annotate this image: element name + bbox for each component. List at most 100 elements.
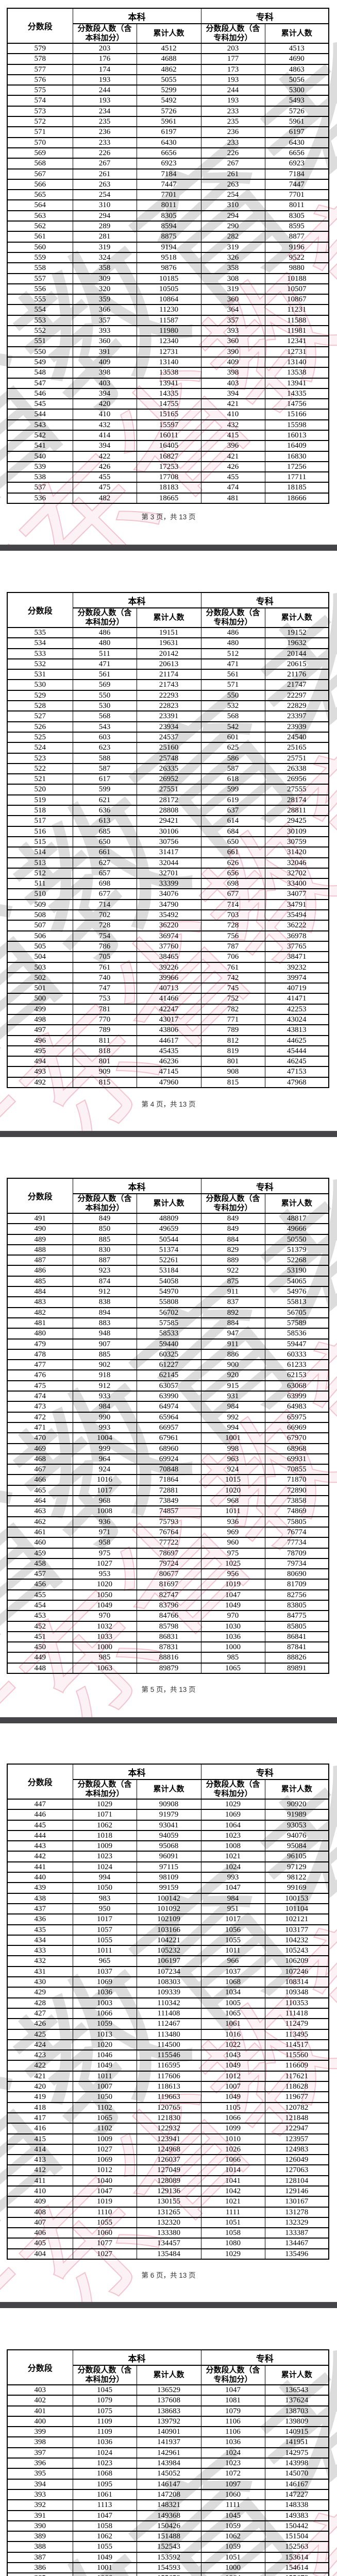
benke-cumulative-cell: 103166 xyxy=(136,1924,201,1936)
benke-cumulative-cell: 104221 xyxy=(136,1934,201,1946)
zhuanke-cumulative-cell: 54976 xyxy=(264,1286,329,1298)
zhuanke-count-cell: 410 xyxy=(200,409,265,420)
score-cell: 508 xyxy=(7,909,73,921)
benke-count-cell: 310 xyxy=(72,199,137,211)
table-row: 544 410 15165 410 15166 xyxy=(7,409,329,420)
table-row: 456 1020 81697 1019 81709 xyxy=(7,1579,329,1590)
zhuanke-cumulative-cell: 5300 xyxy=(264,84,329,96)
score-cell: 544 xyxy=(7,409,73,420)
zhuanke-count-cell: 908 xyxy=(200,1066,265,1078)
score-cell: 403 xyxy=(7,2384,73,2396)
score-cell: 495 xyxy=(7,1045,73,1057)
zhuanke-count-cell: 951 xyxy=(200,1903,265,1915)
benke-count-cell: 1023 xyxy=(72,2458,137,2469)
benke-count-cell: 753 xyxy=(72,993,137,1005)
zhuanke-count-cell: 233 xyxy=(200,105,265,117)
table-row: 523 588 25748 586 25751 xyxy=(7,752,329,764)
score-cell: 472 xyxy=(7,1411,73,1423)
zhuanke-count-cell: 1097 xyxy=(200,2478,265,2490)
score-cell: 564 xyxy=(7,199,73,211)
benke-cumulative-cell: 26952 xyxy=(136,773,201,785)
zhuanke-count-cell: 1047 xyxy=(200,1882,265,1894)
zhuanke-count-cell: 1019 xyxy=(200,1579,265,1590)
zhuanke-count-cell: 1051 xyxy=(200,2551,265,2564)
benke-cumulative-cell: 155659 xyxy=(136,2572,201,2576)
benke-count-cell: 1027 xyxy=(72,1557,137,1570)
score-cell: 510 xyxy=(7,888,73,900)
zhuanke-count-cell: 970 xyxy=(200,1610,265,1622)
zhuanke-count-cell: 1010 xyxy=(200,2133,265,2145)
benke-count-cell: 193 xyxy=(72,95,137,107)
benke-count-cell: 1023 xyxy=(72,1851,137,1862)
benke-cumulative-cell: 30106 xyxy=(136,825,201,837)
benke-count-cell: 685 xyxy=(72,825,137,837)
table-row: 423 1046 115546 1043 115560 xyxy=(7,2049,329,2061)
benke-cumulative-cell: 142961 xyxy=(136,2447,201,2459)
zhuanke-count-cell: 486 xyxy=(200,626,265,639)
benke-count-cell: 627 xyxy=(72,857,137,869)
score-cell: 452 xyxy=(7,1620,73,1632)
benke-count-cell: 887 xyxy=(72,1255,137,1266)
benke-cumulative-cell: 39226 xyxy=(136,961,201,973)
benke-count-cell: 958 xyxy=(72,1537,137,1549)
score-cell: 464 xyxy=(7,1495,73,1507)
header-zhuanke-count: 分数段人数（含专科加分） xyxy=(200,1779,265,1800)
score-cell: 522 xyxy=(7,762,73,775)
zhuanke-count-cell: 1059 xyxy=(200,2520,265,2532)
benke-cumulative-cell: 39966 xyxy=(136,972,201,984)
table-row: 409 1019 130155 1021 130167 xyxy=(7,2196,329,2208)
benke-cumulative-cell: 5299 xyxy=(136,84,201,96)
table-row: 532 471 20613 471 20615 xyxy=(7,658,329,670)
footer-page-number: 第 5 页，共 13 页 xyxy=(141,1686,196,1693)
score-cell: 463 xyxy=(7,1505,73,1517)
benke-count-cell: 786 xyxy=(72,940,137,953)
benke-count-cell: 885 xyxy=(72,1348,137,1361)
zhuanke-count-cell: 931 xyxy=(200,1391,265,1402)
benke-cumulative-cell: 131265 xyxy=(136,2206,201,2218)
table-row: 414 1027 124968 1026 124983 xyxy=(7,2143,329,2156)
zhuanke-cumulative-cell: 8305 xyxy=(264,210,329,222)
score-table: 分数段 本科 专科 分数段人数（含本科加分） 累计人数 分数段人数（含专科加分）… xyxy=(7,592,329,1089)
benke-count-cell: 226 xyxy=(72,147,137,159)
zhuanke-cumulative-cell: 5056 xyxy=(264,74,329,86)
score-cell: 487 xyxy=(7,1255,73,1266)
zhuanke-cumulative-cell: 26338 xyxy=(264,762,329,775)
benke-cumulative-cell: 4862 xyxy=(136,63,201,75)
benke-count-cell: 993 xyxy=(72,1421,137,1434)
zhuanke-cumulative-cell: 98122 xyxy=(264,1872,329,1884)
score-cell: 523 xyxy=(7,752,73,764)
zhuanke-cumulative-cell: 26956 xyxy=(264,773,329,785)
benke-cumulative-cell: 8305 xyxy=(136,210,201,222)
zhuanke-count-cell: 415 xyxy=(200,429,265,442)
score-cell: 402 xyxy=(7,2395,73,2406)
benke-cumulative-cell: 22823 xyxy=(136,700,201,712)
score-cell: 413 xyxy=(7,2154,73,2166)
table-header-group-row: 分数段 本科 专科 xyxy=(7,592,329,628)
benke-count-cell: 455 xyxy=(72,471,137,483)
score-cell: 477 xyxy=(7,1359,73,1371)
zhuanke-count-cell: 432 xyxy=(200,419,265,431)
header-benke-cumulative: 累计人数 xyxy=(136,1193,201,1214)
header-zhuanke-cumulative: 累计人数 xyxy=(264,2365,329,2385)
zhuanke-count-cell: 1047 xyxy=(200,2384,265,2396)
zhuanke-count-cell: 1041 xyxy=(200,2175,265,2187)
benke-cumulative-cell: 112467 xyxy=(136,2018,201,2030)
zhuanke-count-cell: 599 xyxy=(200,784,265,795)
zhuanke-cumulative-cell: 19632 xyxy=(264,637,329,649)
score-cell: 432 xyxy=(7,1955,73,1967)
zhuanke-cumulative-cell: 93053 xyxy=(264,1819,329,1831)
zhuanke-cumulative-cell: 25751 xyxy=(264,752,329,764)
benke-count-cell: 391 xyxy=(72,346,137,358)
benke-count-cell: 320 xyxy=(72,283,137,295)
table-row: 481 883 57585 884 57589 xyxy=(7,1317,329,1329)
zhuanke-count-cell: 308 xyxy=(200,273,265,284)
benke-count-cell: 950 xyxy=(72,1903,137,1915)
benke-count-cell: 918 xyxy=(72,1369,137,1381)
header-zhuanke-count: 分数段人数（含专科加分） xyxy=(200,2365,265,2385)
benke-count-cell: 599 xyxy=(72,784,137,795)
zhuanke-count-cell: 235 xyxy=(200,116,265,128)
zhuanke-cumulative-cell: 6923 xyxy=(264,158,329,170)
zhuanke-cumulative-cell: 14756 xyxy=(264,398,329,410)
zhuanke-count-cell: 984 xyxy=(200,1892,265,1904)
header-benke-cumulative: 累计人数 xyxy=(136,607,201,628)
